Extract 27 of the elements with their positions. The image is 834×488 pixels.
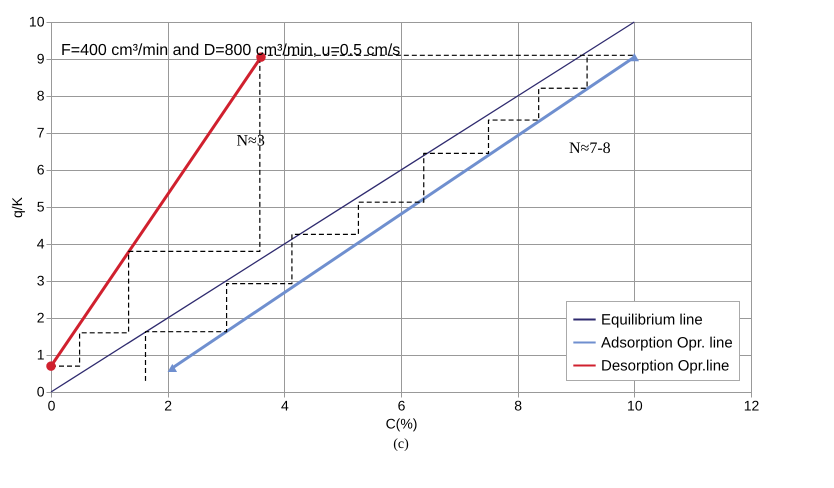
- x-axis-title: C(%): [386, 416, 418, 432]
- x-tick-label: 2: [164, 398, 172, 414]
- legend-label: Adsorption Opr. line: [601, 334, 733, 352]
- y-tick-label: 8: [36, 88, 45, 104]
- y-tick-label: 4: [36, 236, 45, 252]
- y-tick-label: 0: [36, 384, 45, 400]
- text: (c): [393, 437, 410, 452]
- y-tick-label: 2: [36, 310, 45, 326]
- x-tick-label: 12: [744, 398, 760, 414]
- y-tick-label: 3: [36, 272, 45, 288]
- y-tick-label: 1: [36, 346, 45, 362]
- y-tick-label: 6: [36, 162, 45, 178]
- y-tick-label: 5: [36, 198, 45, 214]
- y-tick-label: 10: [28, 14, 45, 30]
- x-tick-label: 8: [514, 398, 522, 414]
- annotation: N≈3: [236, 132, 265, 150]
- annotation: N≈7-8: [569, 140, 611, 157]
- y-axis-title: q/K: [8, 196, 25, 218]
- x-tick-label: 10: [627, 398, 643, 414]
- legend-label: Equilibrium line: [601, 312, 703, 328]
- legend-label: Desorption Opr.line: [601, 358, 730, 374]
- x-tick-label: 0: [48, 398, 56, 414]
- annotation: F=400 cm³/min and D=800 cm³/min, u=0.5 cm/s: [61, 42, 400, 59]
- x-tick-label: 4: [280, 398, 289, 414]
- y-tick-label: 9: [36, 50, 45, 66]
- y-tick-label: 7: [36, 124, 45, 140]
- x-tick-label: 6: [398, 398, 406, 414]
